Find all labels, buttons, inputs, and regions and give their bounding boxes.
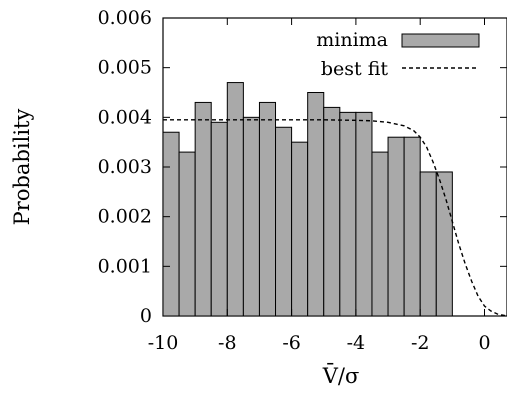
- histogram-bar-6: [242, 116, 260, 317]
- histogram-bar-4: [210, 121, 228, 317]
- y-axis-label: Probability: [10, 109, 34, 226]
- y-tick-label: 0.004: [98, 106, 152, 128]
- x-tick-label: -6: [282, 332, 301, 354]
- y-tick-label: 0.001: [98, 255, 152, 277]
- legend-label-best-fit: best fit: [321, 58, 389, 80]
- best-fit-line-group: [163, 119, 507, 317]
- histogram-bar-9: [291, 141, 309, 317]
- histogram-bar-16: [403, 136, 421, 317]
- x-axis-label: V̄/σ: [322, 363, 360, 388]
- y-axis: 0 0.001 0.002 0.003 0.004 0.005 0.006: [98, 7, 507, 327]
- histogram-bar-14: [371, 151, 389, 317]
- histogram-bar-7: [258, 101, 277, 317]
- x-tick-label: 0: [478, 332, 490, 354]
- histogram-bar-13: [355, 111, 373, 317]
- x-tick-label: -8: [218, 332, 237, 354]
- x-axis: -10 -8 -6 -4 -2 0: [148, 18, 491, 354]
- y-tick-label: 0.002: [98, 206, 152, 228]
- legend-label-minima: minima: [316, 29, 388, 51]
- legend-swatch-minima: [401, 33, 480, 48]
- x-tick-label: -2: [411, 332, 430, 354]
- histogram-bar-15: [387, 136, 405, 317]
- y-tick-label: 0.005: [98, 57, 152, 79]
- x-axis-title: V̄/σ: [322, 363, 360, 388]
- histogram-bar-2: [178, 151, 196, 317]
- histogram-bar-3: [194, 101, 212, 317]
- x-tick-label: -10: [148, 332, 179, 354]
- histogram-bar-8: [275, 126, 293, 317]
- y-axis-title: Probability: [10, 109, 34, 226]
- histogram-bar-17: [419, 171, 437, 317]
- histogram-bar-5: [226, 82, 244, 317]
- best-fit-line: [163, 119, 507, 317]
- histogram-bar-12: [339, 111, 357, 317]
- y-tick-label: 0: [140, 305, 152, 327]
- y-tick-label: 0.003: [98, 156, 152, 178]
- histogram-bar-10: [307, 92, 325, 317]
- x-tick-label: -4: [347, 332, 366, 354]
- histogram-bar-11: [323, 106, 341, 317]
- legend: minima best fit: [316, 29, 480, 80]
- y-tick-label: 0.006: [98, 7, 152, 29]
- histogram-bars: [162, 82, 453, 317]
- histogram-bar-1: [162, 131, 180, 317]
